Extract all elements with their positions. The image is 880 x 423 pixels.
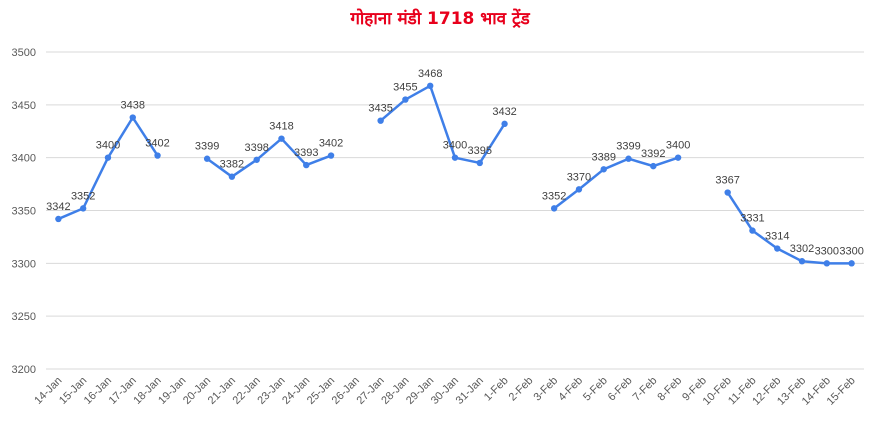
line <box>553 156 679 210</box>
data-label: 3400 <box>96 140 120 152</box>
x-tick-label: 15-Feb <box>825 375 858 408</box>
marker <box>327 152 335 159</box>
x-tick-label: 2-Feb <box>507 375 536 404</box>
data-label: 3392 <box>641 148 665 160</box>
data-label: 3382 <box>220 159 244 171</box>
data-label: 3399 <box>616 141 640 153</box>
data-label: 3302 <box>790 243 814 255</box>
data-label: 3400 <box>443 140 467 152</box>
data-label: 3455 <box>393 82 417 94</box>
line <box>57 116 159 221</box>
line <box>379 84 506 165</box>
marker <box>228 173 236 180</box>
data-label: 3400 <box>666 140 690 152</box>
data-label: 3418 <box>269 121 293 133</box>
marker <box>154 152 161 159</box>
data-label: 3395 <box>468 145 492 157</box>
line <box>726 191 852 265</box>
data-label: 3342 <box>46 201 70 213</box>
x-tick-label: 31-Jan <box>454 375 486 407</box>
data-label: 3352 <box>542 190 566 202</box>
marker <box>798 258 806 265</box>
marker <box>203 155 211 162</box>
marker <box>476 159 483 167</box>
marker <box>600 166 607 173</box>
x-tick-label: 1-Feb <box>482 375 511 404</box>
marker <box>774 245 781 252</box>
y-tick-label: 3400 <box>12 153 36 165</box>
chart-title: गोहाना मंडी 1718 भाव ट्रेंड <box>349 8 530 29</box>
marker <box>451 154 459 161</box>
data-label: 3402 <box>319 138 343 150</box>
data-label: 3352 <box>71 190 95 202</box>
x-tick-label: 8-Feb <box>655 375 684 404</box>
x-tick-label: 4-Feb <box>556 375 585 404</box>
data-label: 3468 <box>418 68 442 80</box>
y-tick-label: 3450 <box>12 100 36 112</box>
marker <box>427 82 434 90</box>
y-tick-label: 3250 <box>12 311 36 323</box>
data-label: 3399 <box>195 141 219 153</box>
y-tick-label: 3300 <box>12 258 36 270</box>
marker <box>129 114 136 121</box>
data-label: 3393 <box>294 147 318 159</box>
data-label: 3389 <box>591 151 615 163</box>
y-tick-label: 3200 <box>12 364 36 376</box>
marker <box>278 135 285 142</box>
marker <box>79 205 87 212</box>
marker <box>402 96 409 103</box>
x-tick-label: 5-Feb <box>581 375 610 404</box>
data-label: 3314 <box>765 231 789 243</box>
data-label: 3300 <box>839 245 863 257</box>
data-label: 3331 <box>740 213 764 225</box>
data-label: 3398 <box>244 142 268 154</box>
marker <box>749 227 756 234</box>
data-label: 3300 <box>815 245 839 257</box>
x-tick-label: 7-Feb <box>631 375 660 404</box>
y-tick-label: 3350 <box>12 206 36 218</box>
data-label: 3370 <box>567 171 591 183</box>
marker <box>625 155 632 162</box>
marker <box>303 161 310 169</box>
marker <box>575 186 583 193</box>
marker <box>724 189 731 196</box>
y-tick-label: 3500 <box>12 47 36 59</box>
marker <box>823 260 831 267</box>
data-label: 3432 <box>492 106 516 118</box>
x-tick-label: 6-Feb <box>606 375 635 404</box>
data-label: 3367 <box>715 175 739 187</box>
marker <box>253 156 260 163</box>
data-label: 3438 <box>121 100 145 112</box>
marker <box>650 162 657 170</box>
data-label: 3402 <box>145 138 169 150</box>
marker <box>550 205 558 212</box>
marker <box>377 117 384 124</box>
marker <box>501 120 508 128</box>
line <box>206 137 332 178</box>
data-label: 3435 <box>368 103 392 115</box>
marker <box>55 215 62 223</box>
marker <box>104 154 112 161</box>
marker <box>674 154 682 161</box>
marker <box>848 260 855 267</box>
x-tick-label: 3-Feb <box>531 375 560 404</box>
